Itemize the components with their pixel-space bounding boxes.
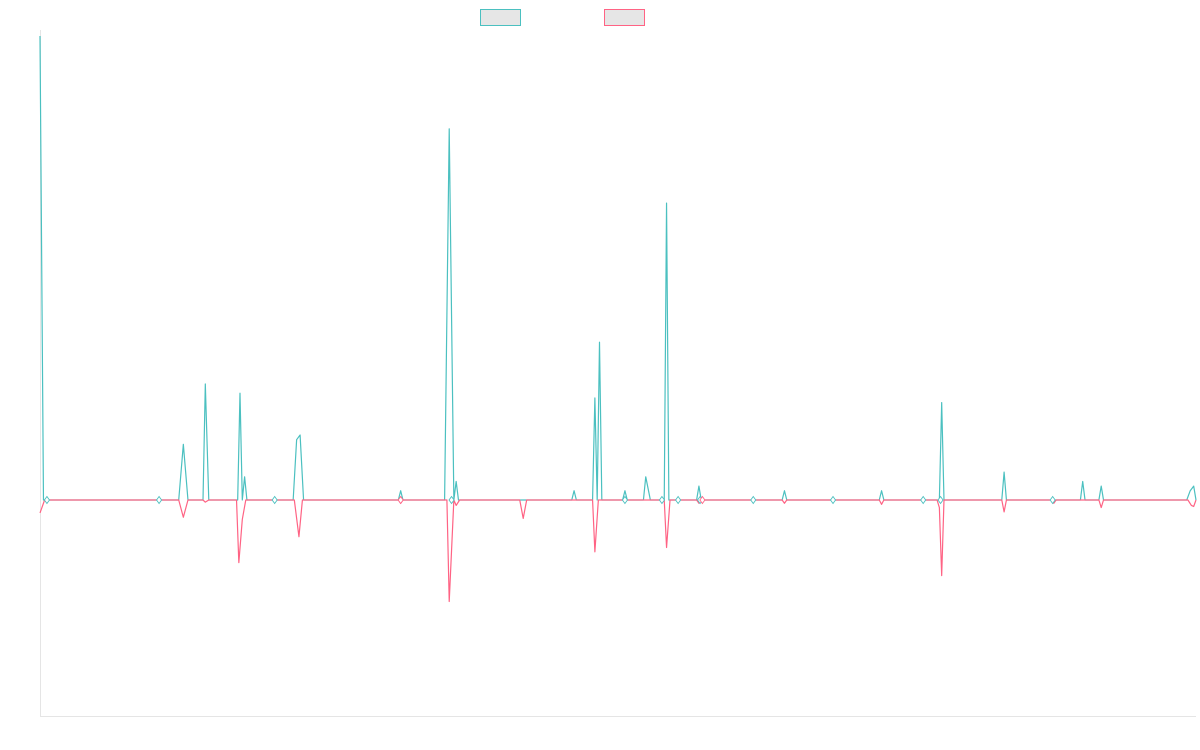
legend-swatch-2[interactable] bbox=[604, 9, 645, 26]
plot-area bbox=[39, 35, 1197, 603]
baseline-marker-3[interactable] bbox=[271, 495, 278, 505]
baseline-marker-5[interactable] bbox=[448, 495, 455, 505]
baseline-marker-12[interactable] bbox=[829, 495, 837, 505]
baseline-marker-1[interactable] bbox=[43, 495, 50, 505]
legend[interactable] bbox=[480, 9, 645, 26]
legend-swatch-1[interactable] bbox=[480, 9, 521, 26]
axes bbox=[40, 30, 1196, 717]
baseline-marker-6[interactable] bbox=[621, 495, 628, 505]
series-line-2[interactable] bbox=[39, 499, 1197, 603]
baseline-marker-7[interactable] bbox=[658, 495, 665, 505]
baseline-marker-2[interactable] bbox=[156, 495, 163, 505]
baseline-marker-4[interactable] bbox=[397, 495, 404, 505]
series-line-1[interactable] bbox=[39, 35, 1197, 501]
baseline-marker-13[interactable] bbox=[920, 495, 927, 505]
baseline-marker-8[interactable] bbox=[675, 495, 682, 505]
baseline-marker-11[interactable] bbox=[750, 495, 757, 505]
baseline-marker-15[interactable] bbox=[1049, 495, 1056, 505]
baseline-marker-10[interactable] bbox=[699, 495, 706, 505]
baseline-marker-14[interactable] bbox=[937, 495, 944, 505]
